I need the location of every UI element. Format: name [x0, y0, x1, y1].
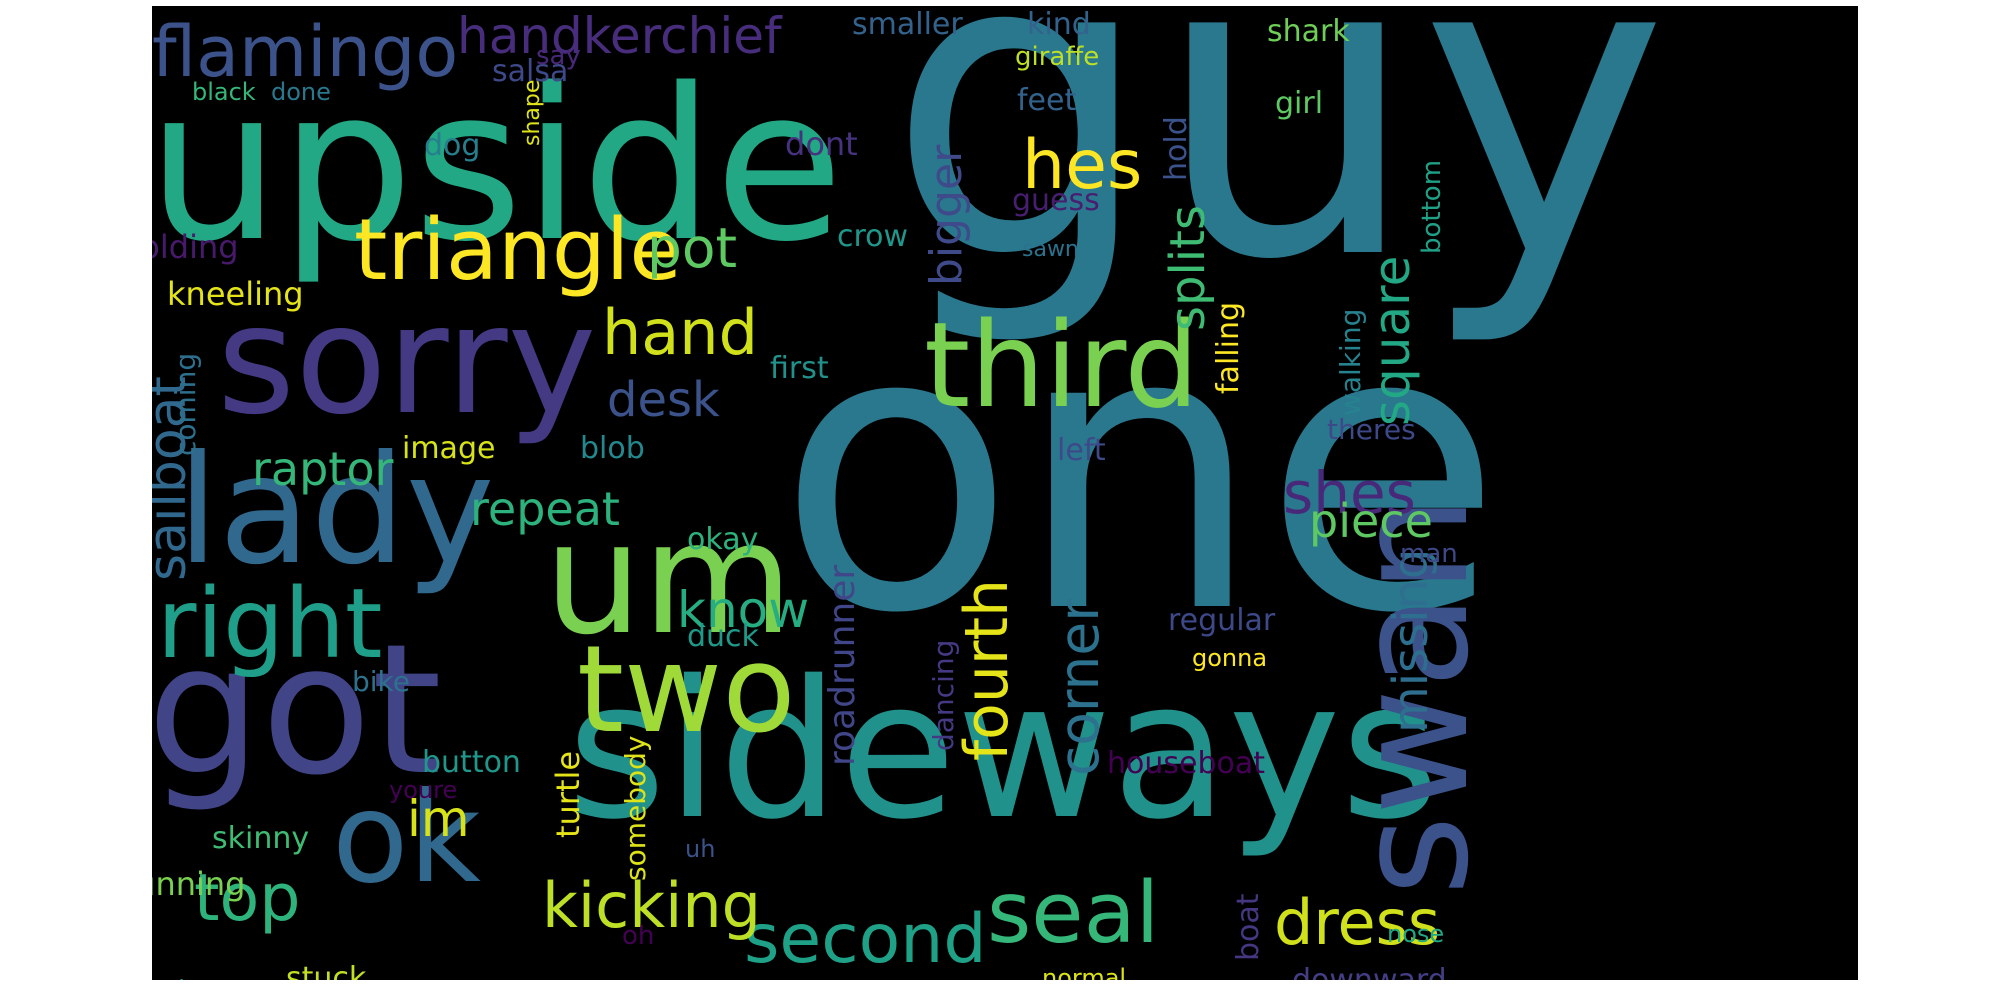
word-blob: blob	[580, 431, 645, 466]
word-dancing: dancing	[927, 639, 960, 751]
word-dog: dog	[424, 128, 481, 163]
word-one: one	[777, 244, 1503, 698]
word-coming: coming	[169, 352, 202, 456]
word-triangle: triangle	[354, 201, 682, 300]
word-sawn: sawn	[1022, 237, 1079, 262]
word-fourth: fourth	[952, 578, 1022, 761]
word-oh: oh	[622, 921, 655, 951]
word-boat: boat	[1231, 893, 1266, 961]
word-roadrunner: roadrunner	[822, 564, 863, 766]
word-two: two	[577, 621, 796, 760]
word-hold: hold	[1159, 116, 1194, 181]
word-normal: normal	[1042, 964, 1127, 980]
word-bigger: bigger	[921, 144, 972, 286]
word-missing: missing	[1383, 548, 1439, 733]
word-im: im	[407, 790, 470, 848]
word-nose: nose	[1387, 920, 1445, 948]
word-falling: falling	[1211, 301, 1246, 394]
word-um: um	[544, 488, 794, 669]
word-man: man	[1400, 539, 1458, 569]
word-button: button	[422, 745, 521, 780]
word-third: third	[924, 296, 1200, 434]
word-square: square	[1363, 255, 1421, 426]
word-first: first	[770, 351, 829, 386]
word-image: image	[402, 431, 496, 466]
word-holding: holding	[152, 228, 239, 266]
word-okay: okay	[687, 522, 759, 557]
word-kneeling: kneeling	[167, 275, 304, 313]
word-turtle: turtle	[549, 750, 587, 838]
word-left: left	[1057, 433, 1106, 468]
word-kicking: kicking	[542, 869, 761, 942]
word-uh: uh	[685, 835, 716, 863]
word-feet: feet	[1017, 83, 1077, 118]
word-dress: dress	[1274, 886, 1441, 959]
word-walking: walking	[1334, 308, 1367, 416]
word-houseboat: houseboat	[1107, 746, 1266, 781]
word-desk: desk	[607, 372, 720, 428]
word-hes: hes	[1022, 126, 1143, 205]
word-lady: lady	[177, 424, 495, 598]
word-bottom: bottom	[1417, 159, 1447, 254]
word-running: running	[152, 865, 246, 903]
word-regular: regular	[1168, 603, 1276, 638]
word-second: second	[744, 900, 987, 979]
word-sideways: sideways	[567, 640, 1440, 861]
word-shape: shape	[520, 79, 545, 146]
word-repeat: repeat	[470, 482, 620, 536]
word-pot: pot	[647, 216, 738, 280]
word-skinny: skinny	[212, 821, 310, 856]
word-sorry: sorry	[217, 274, 597, 448]
word-duck: duck	[687, 619, 759, 654]
word-downward: downward	[1292, 966, 1447, 981]
word-crow: crow	[837, 219, 909, 254]
word-giraffe: giraffe	[1015, 42, 1100, 72]
word-piece: piece	[1309, 494, 1433, 548]
word-say: say	[536, 41, 581, 71]
word-guy: guy	[887, 6, 1669, 352]
word-somebody: somebody	[619, 735, 652, 881]
word-ok: ok	[332, 766, 481, 911]
word-corner: corner	[1047, 599, 1111, 776]
word-bike: bike	[352, 665, 410, 698]
word-raptor: raptor	[252, 442, 394, 496]
word-theres: theres	[1327, 413, 1416, 446]
word-black: black	[192, 78, 256, 106]
word-smaller: smaller	[852, 7, 963, 42]
word-dont: dont	[785, 125, 858, 163]
word-handkerchief: handkerchief	[457, 7, 782, 65]
word-stuck: stuck	[286, 961, 367, 981]
word-got: got	[152, 606, 442, 815]
word-top: top	[194, 861, 301, 936]
word-gonna: gonna	[1192, 644, 1268, 672]
word-seal: seal	[987, 864, 1160, 963]
word-girl: girl	[1275, 86, 1324, 121]
word-shark: shark	[1267, 14, 1350, 49]
word-salsa: salsa	[492, 54, 569, 89]
word-rooster: rooster	[152, 976, 212, 980]
word-flamingo: flamingo	[152, 11, 459, 93]
word-guess: guess	[1012, 183, 1100, 218]
word-splits: splits	[1160, 205, 1216, 331]
word-kind: kind	[1027, 7, 1091, 42]
word-youre: youre	[389, 776, 458, 804]
word-cloud: guy one upside sideways sorry got lady swan um ok…	[152, 6, 1858, 980]
word-upside: upside	[152, 43, 844, 288]
word-hand: hand	[602, 296, 758, 369]
word-right: right	[157, 568, 383, 680]
word-know: know	[677, 581, 810, 639]
word-shes: shes	[1283, 459, 1416, 527]
word-done: done	[271, 78, 331, 106]
